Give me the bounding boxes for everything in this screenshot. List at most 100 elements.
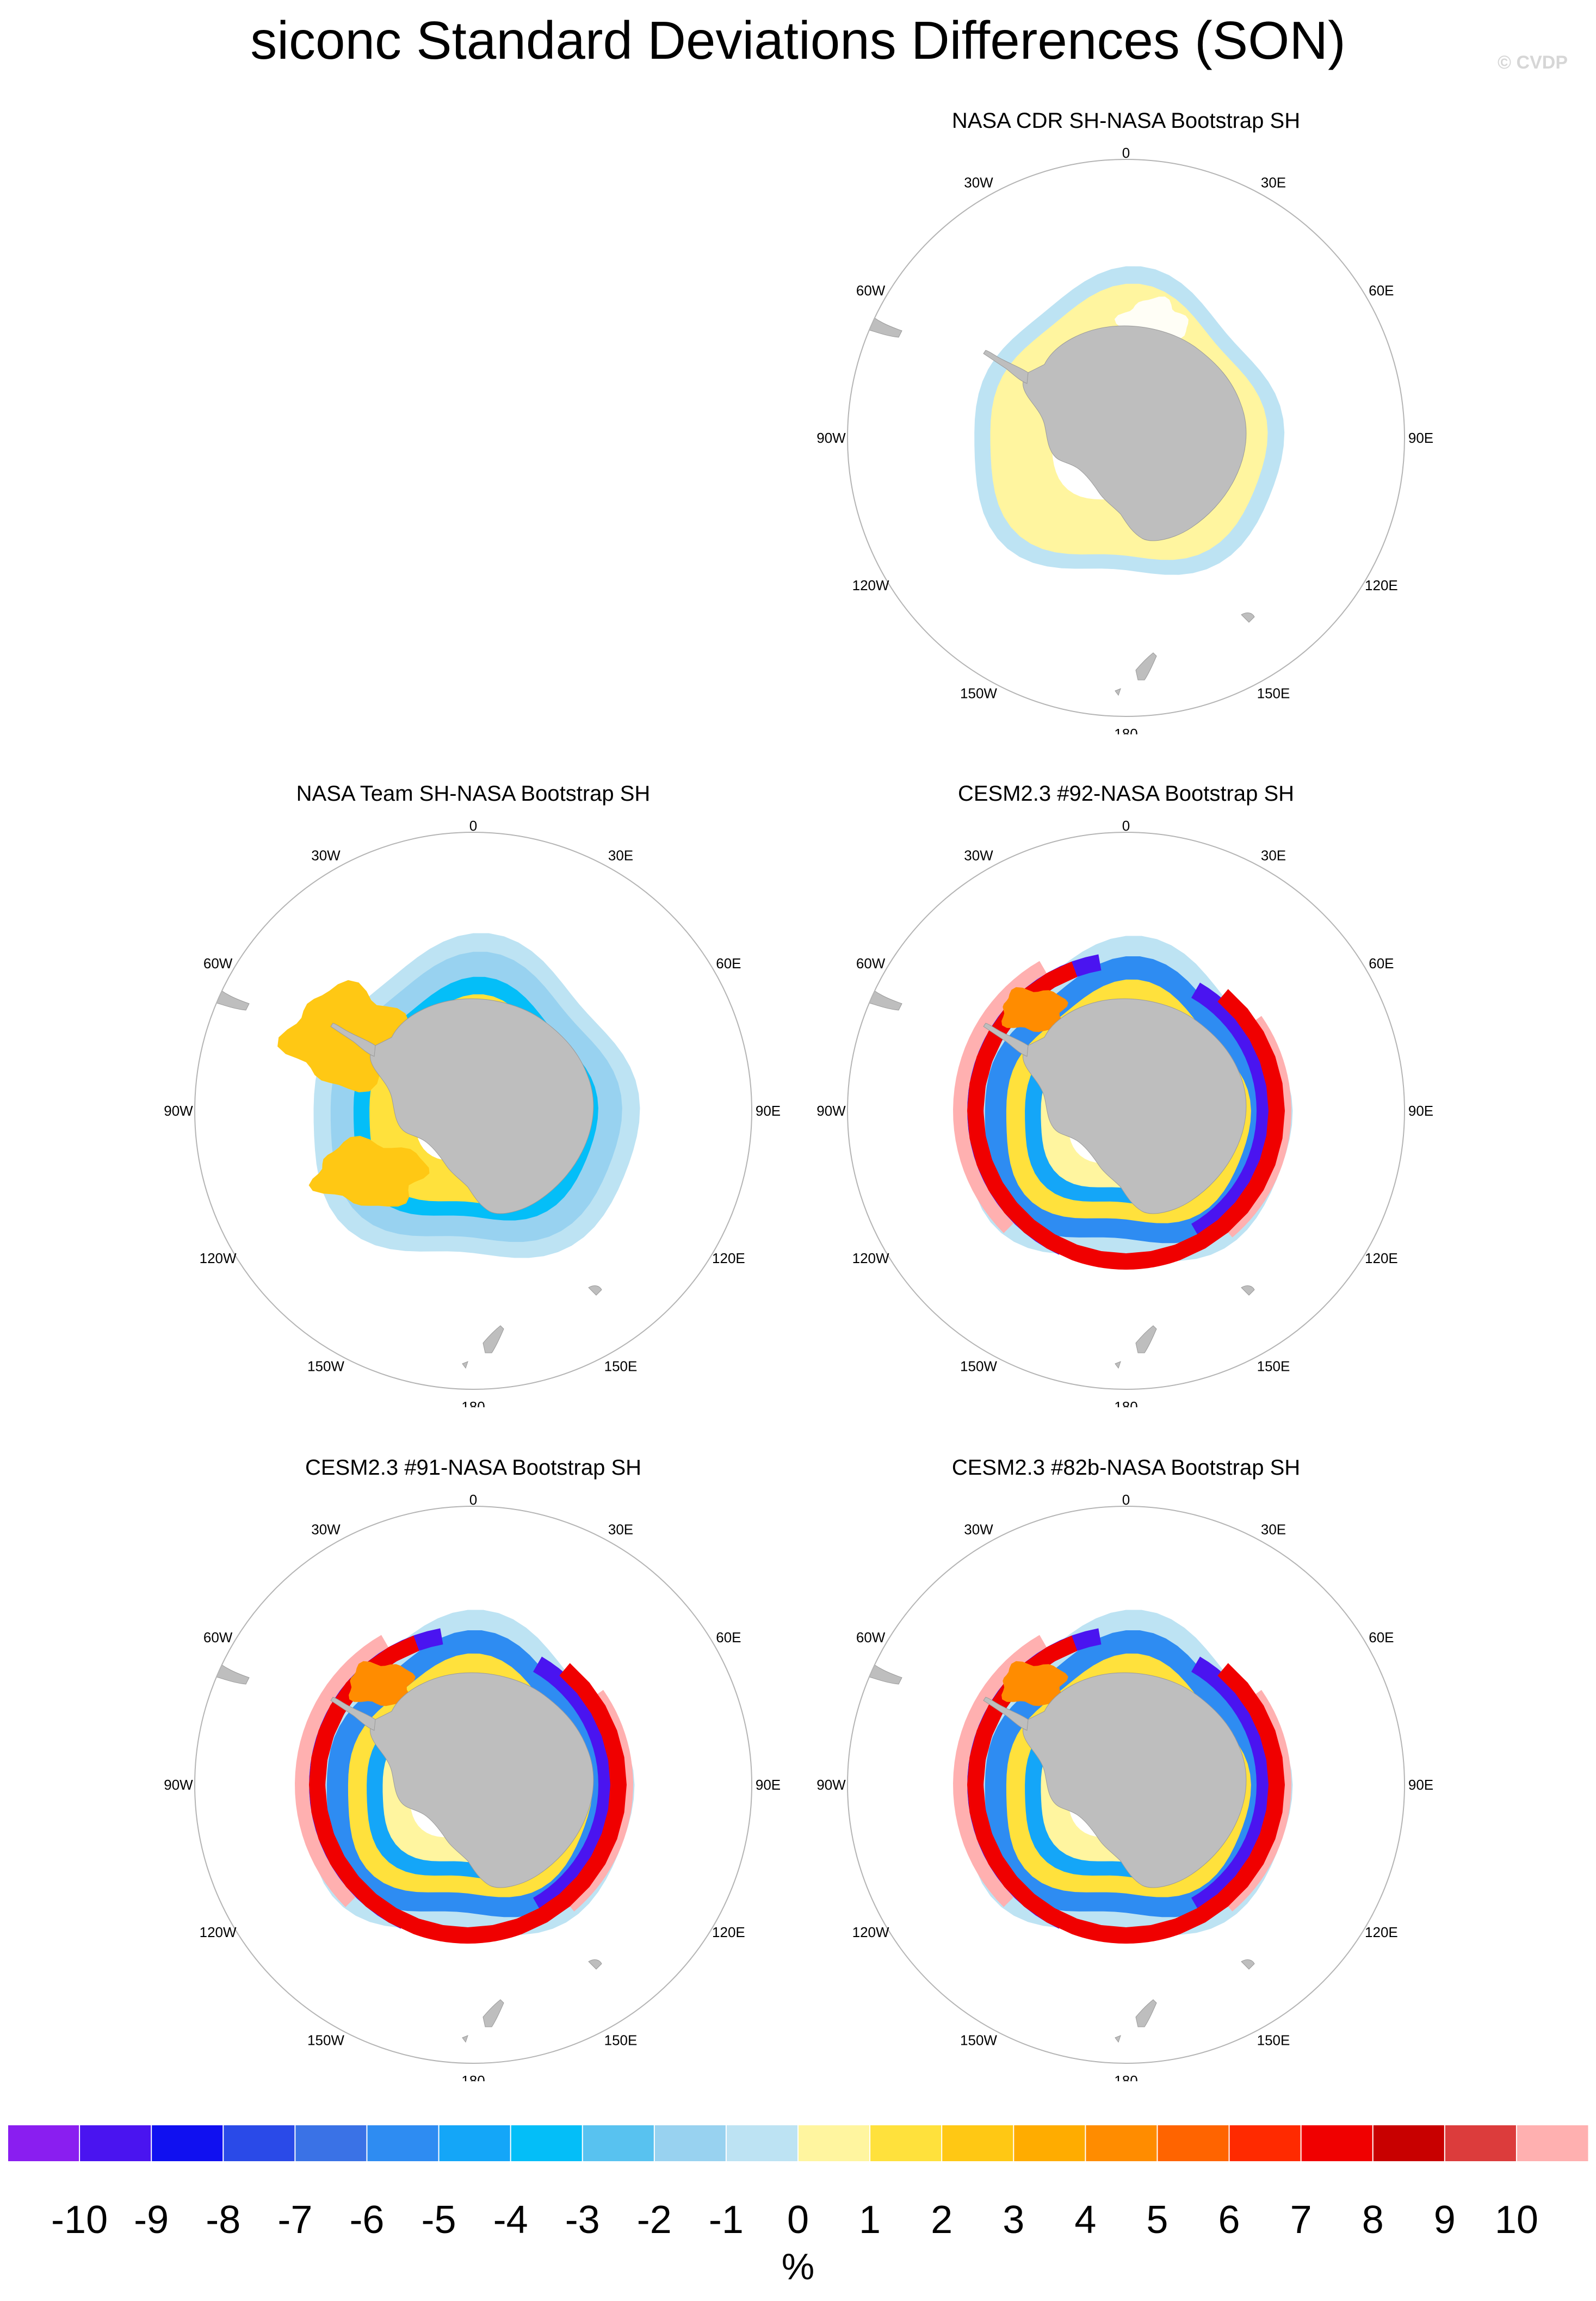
- colorbar-swatch: [1085, 2124, 1158, 2162]
- colorbar-swatches: [7, 2124, 1589, 2162]
- colorbar-swatch: [1515, 2124, 1589, 2162]
- colorbar-swatch: [7, 2124, 81, 2162]
- colorbar-tick-label: -2: [636, 2198, 672, 2242]
- panel-title: CESM2.3 #82b-NASA Bootstrap SH: [951, 1456, 1301, 1480]
- map-panel-cdr: NASA CDR SH-NASA Bootstrap SH 0 30E 60E 90E…: [772, 109, 1480, 734]
- colorbar-tick-label: -8: [206, 2198, 241, 2242]
- longitude-label: 90E: [756, 1103, 781, 1119]
- longitude-label: 60E: [716, 955, 741, 972]
- longitude-label: 120E: [1365, 1924, 1398, 1940]
- map-boundary: [194, 1506, 752, 2064]
- colorbar-swatch: [582, 2124, 655, 2162]
- longitude-label: 150E: [1257, 1358, 1290, 1374]
- colorbar-tick-label: 2: [931, 2198, 953, 2242]
- colorbar-tick-label: -4: [493, 2198, 528, 2242]
- colorbar-tick-label: 4: [1074, 2198, 1097, 2242]
- colorbar-swatch: [222, 2124, 296, 2162]
- longitude-label: 150W: [307, 2032, 344, 2048]
- colorbar-swatch: [79, 2124, 152, 2162]
- longitude-label: 90W: [816, 430, 846, 446]
- longitude-label: 0: [1122, 145, 1130, 161]
- longitude-label: 30W: [964, 1521, 993, 1538]
- longitude-label: 60E: [1369, 1629, 1394, 1646]
- longitude-label: 120W: [200, 1924, 237, 1940]
- longitude-label: 30E: [1261, 1521, 1286, 1538]
- colorbar-swatch: [1228, 2124, 1302, 2162]
- longitude-label: 150E: [1257, 685, 1290, 701]
- longitude-label: 0: [469, 818, 477, 834]
- colorbar-swatch: [1372, 2124, 1446, 2162]
- panel-title: CESM2.3 #91-NASA Bootstrap SH: [305, 1456, 642, 1480]
- colorbar-tick-label: 3: [1003, 2198, 1025, 2242]
- longitude-label: 120E: [712, 1250, 745, 1266]
- panel-title: NASA CDR SH-NASA Bootstrap SH: [951, 109, 1301, 133]
- longitude-label: 150W: [960, 685, 997, 701]
- longitude-label: 60W: [856, 282, 886, 299]
- colorbar-tick-label: -10: [51, 2198, 108, 2242]
- longitude-label: 60W: [856, 1629, 886, 1646]
- colorbar-swatch: [1013, 2124, 1086, 2162]
- copyright-watermark: © CVDP: [1498, 52, 1568, 73]
- longitude-label: 180: [461, 2073, 485, 2081]
- colorbar-tick-label: -9: [134, 2198, 169, 2242]
- colorbar-tick-label: 1: [859, 2198, 881, 2242]
- longitude-label: 90E: [1408, 1777, 1433, 1793]
- colorbar-swatch: [869, 2124, 943, 2162]
- colorbar-swatch: [510, 2124, 584, 2162]
- colorbar-swatch: [438, 2124, 512, 2162]
- longitude-label: 150E: [1257, 2032, 1290, 2048]
- longitude-label: 30E: [1261, 175, 1286, 191]
- longitude-label: 180: [1114, 726, 1137, 734]
- map-boundary: [847, 832, 1405, 1390]
- colorbar-tick-label: 8: [1362, 2198, 1384, 2242]
- colorbar-tick-label: 0: [787, 2198, 809, 2242]
- colorbar-swatch: [941, 2124, 1014, 2162]
- longitude-label: 90W: [816, 1103, 846, 1119]
- longitude-label: 150E: [604, 1358, 638, 1374]
- longitude-label: 90W: [164, 1103, 193, 1119]
- longitude-label: 60W: [856, 955, 886, 972]
- colorbar-tick-label: -1: [708, 2198, 744, 2242]
- colorbar-tick-label: -3: [565, 2198, 600, 2242]
- longitude-label: 0: [1122, 818, 1130, 834]
- longitude-label: 120W: [852, 1250, 889, 1266]
- map-boundary: [847, 1506, 1405, 2064]
- colorbar-swatch: [1156, 2124, 1230, 2162]
- colorbar-swatch: [366, 2124, 440, 2162]
- colorbar-units: %: [781, 2246, 815, 2287]
- longitude-label: 120E: [1365, 1250, 1398, 1266]
- colorbar-swatch: [653, 2124, 727, 2162]
- longitude-label: 90E: [1408, 1103, 1433, 1119]
- longitude-label: 90E: [756, 1777, 781, 1793]
- polar-map: 0 30E 60E 90E 120E 150E 180 150W 120W 90W 60W 30W: [164, 1492, 781, 2081]
- longitude-label: 120W: [200, 1250, 237, 1266]
- map-panel-cesm-92: CESM2.3 #92-NASA Bootstrap SH 0 30E 60E 90E…: [772, 782, 1480, 1407]
- polar-map: 0 30E 60E 90E 120E 150E 180 150W 120W 90W 60W 30W: [164, 818, 781, 1407]
- colorbar-swatch: [1300, 2124, 1374, 2162]
- longitude-label: 30W: [964, 848, 993, 864]
- longitude-label: 180: [1114, 1399, 1137, 1407]
- panel-title: CESM2.3 #92-NASA Bootstrap SH: [957, 782, 1295, 806]
- colorbar-tick-label: 7: [1290, 2198, 1312, 2242]
- longitude-label: 120W: [852, 577, 889, 593]
- longitude-label: 0: [469, 1492, 477, 1508]
- colorbar-swatch: [1444, 2124, 1518, 2162]
- longitude-label: 60E: [716, 1629, 741, 1646]
- longitude-label: 30E: [608, 848, 633, 864]
- longitude-label: 90W: [816, 1777, 846, 1793]
- longitude-label: 120E: [712, 1924, 745, 1940]
- panel-title: NASA Team SH-NASA Bootstrap SH: [296, 782, 651, 806]
- longitude-label: 60E: [1369, 955, 1394, 972]
- longitude-label: 30E: [1261, 848, 1286, 864]
- longitude-label: 30W: [311, 848, 341, 864]
- longitude-label: 60W: [203, 955, 233, 972]
- colorbar-swatch: [725, 2124, 799, 2162]
- longitude-label: 0: [1122, 1492, 1130, 1508]
- colorbar-swatch: [151, 2124, 224, 2162]
- map-boundary: [847, 159, 1405, 717]
- map-panel-team: NASA Team SH-NASA Bootstrap SH 0 30E 60E 90…: [120, 782, 827, 1407]
- polar-map: 0 30E 60E 90E 120E 150E 180 150W 120W 90W 60W 30W: [816, 145, 1433, 734]
- map-panel-cesm-91: CESM2.3 #91-NASA Bootstrap SH 0 30E 60E 90E…: [120, 1456, 827, 2081]
- longitude-label: 150E: [604, 2032, 638, 2048]
- colorbar-tick-label: 5: [1146, 2198, 1168, 2242]
